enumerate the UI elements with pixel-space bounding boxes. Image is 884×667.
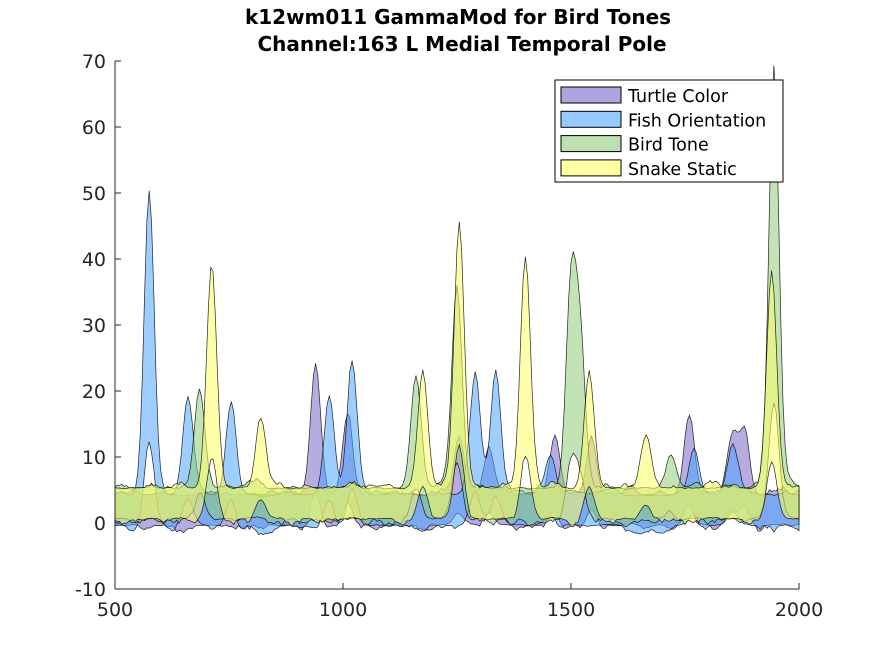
x-tick-label: 1500 (547, 599, 595, 621)
x-tick-label: 500 (97, 599, 133, 621)
legend-label: Snake Static (628, 160, 737, 180)
legend-swatch (560, 159, 622, 177)
y-tick-label: 50 (82, 183, 106, 205)
y-tick-label: 40 (82, 249, 106, 271)
x-tick-label: 2000 (775, 599, 823, 621)
y-tick-label: 20 (82, 381, 106, 403)
legend-swatch (560, 135, 622, 153)
chart-title: k12wm011 GammaMod for Bird Tones (245, 5, 671, 29)
y-tick-label: 10 (82, 447, 106, 469)
legend-label: Fish Orientation (628, 111, 766, 131)
legend: Turtle Color Fish Orientation Bird Tone Sna… (554, 79, 784, 183)
axes: 500 1000 1500 2000 -10 0 10 20 30 40 50 60 70 (75, 51, 823, 621)
y-tick-label: -10 (75, 579, 106, 601)
chart-subtitle: Channel:163 L Medial Temporal Pole (257, 32, 666, 56)
y-tick-label: 0 (94, 513, 106, 535)
legend-swatch (560, 86, 622, 104)
y-tick-label: 30 (82, 315, 106, 337)
y-tick-label: 60 (82, 117, 106, 139)
x-tick-label: 1000 (319, 599, 367, 621)
legend-label: Bird Tone (628, 136, 709, 156)
y-tick-label: 70 (82, 51, 106, 73)
series-bands (114, 65, 800, 536)
legend-swatch (560, 110, 622, 128)
band-snake-static (114, 221, 800, 528)
legend-label: Turtle Color (627, 87, 729, 107)
